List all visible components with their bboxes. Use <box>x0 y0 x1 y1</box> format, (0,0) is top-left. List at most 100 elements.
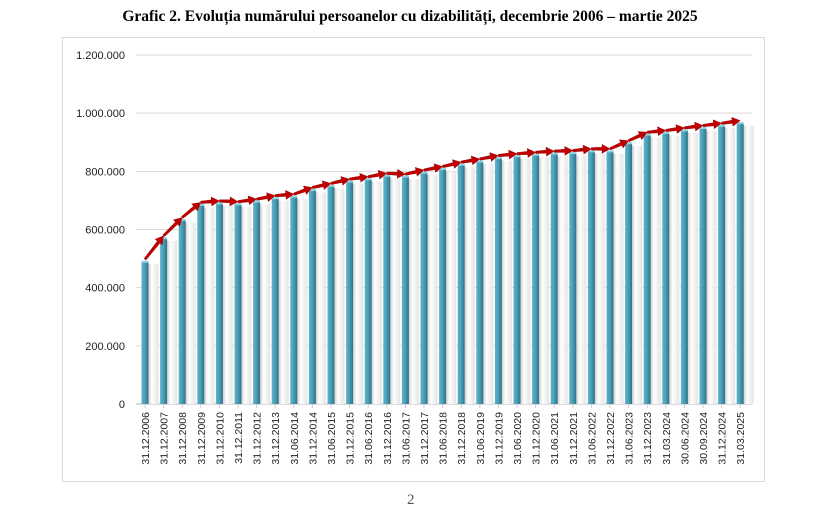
x-tick-label: 31.12.2017 <box>419 412 431 465</box>
x-tick-label: 31.12.2014 <box>307 412 319 465</box>
trend-arrow <box>349 172 369 183</box>
bar-shadow <box>241 206 252 404</box>
x-tick-label: 31.06.2015 <box>326 412 338 465</box>
bar-top <box>662 132 670 135</box>
bar-top <box>401 175 409 178</box>
bar-top <box>587 150 595 153</box>
x-tick-label: 31.12.2006 <box>140 412 152 465</box>
bar-shadow <box>390 178 401 404</box>
bar-top <box>346 180 354 183</box>
x-tick-label: 30.06.2024 <box>679 412 691 465</box>
bar-top <box>550 152 558 155</box>
bar-top <box>439 168 447 171</box>
x-tick-label: 31.12.2024 <box>717 412 729 465</box>
bar <box>253 202 261 404</box>
bar <box>215 203 223 404</box>
x-tick-label: 31.03.2025 <box>735 412 747 465</box>
bar-top <box>308 189 316 192</box>
trend-arrow <box>423 163 444 173</box>
bar-shadow <box>557 156 568 404</box>
bar-top <box>718 124 726 127</box>
trend-arrow <box>162 217 183 237</box>
bar <box>643 135 651 404</box>
bar <box>606 151 614 404</box>
y-tick-label: 800.000 <box>85 166 125 178</box>
bar <box>271 198 279 404</box>
trend-arrow <box>609 139 629 151</box>
bar <box>141 262 149 404</box>
bar-top <box>699 127 707 130</box>
bar-shadow <box>260 204 271 404</box>
x-tick-label: 31.12.2019 <box>493 412 505 465</box>
x-tick-label: 31.12.2009 <box>196 412 208 465</box>
bar <box>680 130 688 404</box>
bar-top <box>197 203 205 206</box>
bar <box>550 154 558 404</box>
x-tick-label: 31.06.2019 <box>475 412 487 465</box>
bar-shadow <box>148 264 159 404</box>
trend-arrow <box>721 116 741 127</box>
bar-top <box>290 195 298 198</box>
trend-arrow <box>367 170 388 180</box>
bar <box>439 169 447 404</box>
trend-arrow <box>330 176 350 186</box>
bar <box>420 173 428 404</box>
bar-top <box>364 178 372 181</box>
y-tick-label: 1.200.000 <box>76 50 125 62</box>
bar-shadow <box>315 192 326 404</box>
x-tick-label: 31.12.2011 <box>233 412 245 464</box>
x-tick-label: 31.06.2023 <box>624 412 636 465</box>
x-tick-label: 31.06.2014 <box>289 412 301 465</box>
bar-shadow <box>464 167 475 404</box>
bar-top <box>234 203 242 206</box>
bar-top <box>420 171 428 174</box>
bar <box>401 177 409 404</box>
bar-top <box>476 160 484 163</box>
x-tick-label: 31.06.2021 <box>549 412 561 465</box>
bar-top <box>141 260 149 263</box>
y-tick-label: 400.000 <box>85 283 125 295</box>
bar <box>197 205 205 404</box>
bar <box>457 165 465 404</box>
chart-title: Grafic 2. Evoluția numărului persoanelor… <box>122 8 698 25</box>
bar-top <box>680 129 688 132</box>
x-tick-label: 31.06.2016 <box>363 412 375 465</box>
trend-arrow <box>181 202 202 219</box>
x-tick-label: 31.06.2022 <box>586 412 598 465</box>
bar-top <box>160 237 168 240</box>
trend-arrow <box>535 146 555 157</box>
chart-frame <box>62 37 765 482</box>
bar-shadow <box>185 222 196 404</box>
bar-shadow <box>706 130 717 405</box>
bar-shadow <box>650 137 661 404</box>
x-tick-label: 31.12.2016 <box>382 412 394 465</box>
x-tick-label: 30.09.2024 <box>698 412 710 465</box>
bar <box>662 133 670 404</box>
x-tick-label: 31.06.2020 <box>512 412 524 465</box>
bar-shadow <box>743 125 754 405</box>
bar-shadow <box>222 205 233 404</box>
y-tick-label: 0 <box>119 399 125 411</box>
bar-shadow <box>520 158 531 404</box>
trend-arrow <box>498 149 518 160</box>
bar-shadow <box>613 153 624 404</box>
x-tick-label: 31.06.2017 <box>400 412 412 465</box>
bar-shadow <box>632 145 643 404</box>
trend-arrow <box>479 152 499 162</box>
x-tick-label: 31.12.2010 <box>214 412 226 465</box>
x-tick-label: 31.12.2023 <box>642 412 654 465</box>
bar-shadow <box>353 184 364 404</box>
y-tick-label: 1.000.000 <box>76 108 125 120</box>
bar-shadow <box>539 157 550 404</box>
trend-arrow <box>572 144 592 155</box>
bar <box>327 186 335 404</box>
bar-shadow <box>446 171 457 404</box>
bar <box>160 238 168 404</box>
trend-arrow <box>516 148 537 158</box>
bar <box>234 204 242 404</box>
x-tick-label: 31.12.2015 <box>345 412 357 465</box>
bar <box>364 179 372 404</box>
bar <box>569 153 577 404</box>
trend-arrow <box>646 126 667 137</box>
bar-top <box>736 122 744 125</box>
